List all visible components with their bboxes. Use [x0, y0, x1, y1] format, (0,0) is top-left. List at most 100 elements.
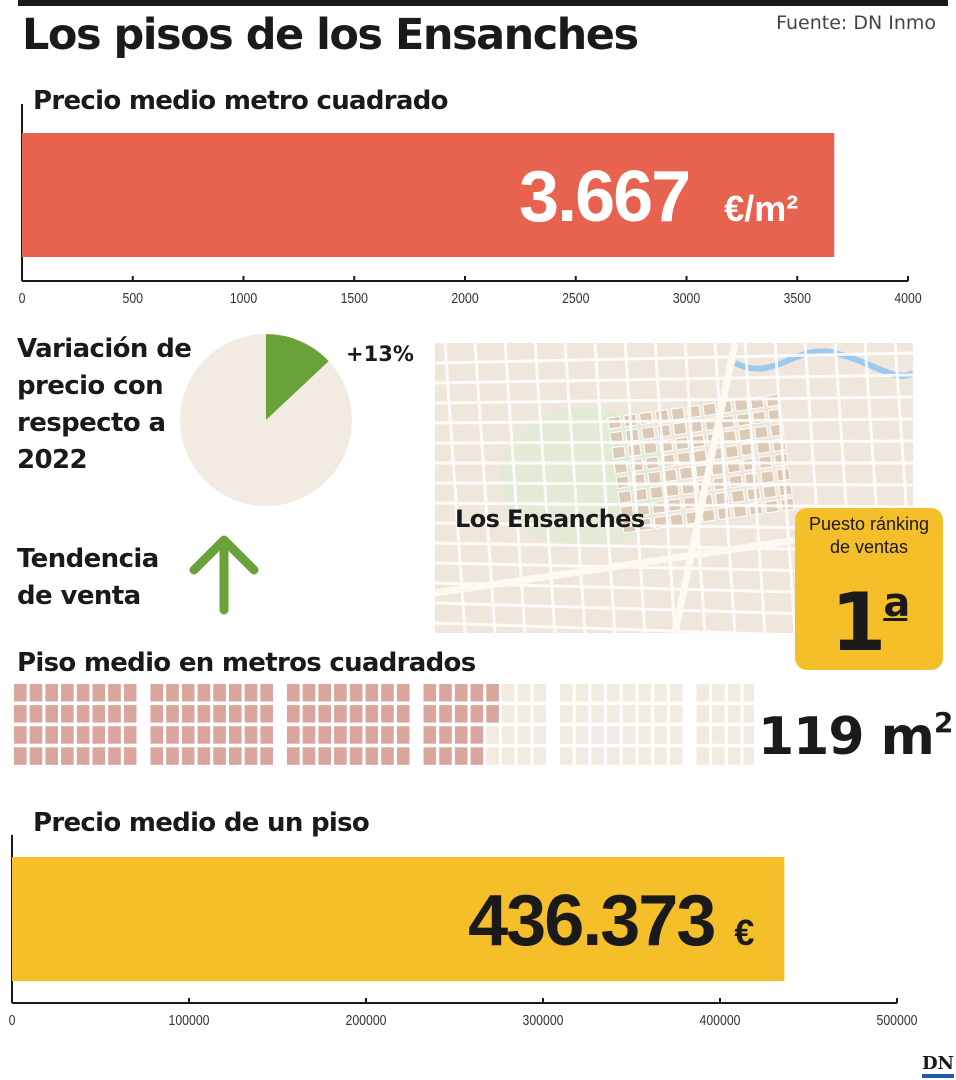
waffle-cell-filled [123, 747, 137, 765]
sqm-waffle [14, 684, 754, 765]
waffle-cell-filled [150, 726, 164, 744]
waffle-cell-empty [712, 747, 725, 765]
waffle-cell-filled [29, 747, 43, 765]
map-street [593, 343, 617, 633]
map-street [503, 343, 527, 633]
waffle-cell-filled [213, 726, 226, 744]
waffle-cell-filled [181, 726, 195, 744]
waffle-cell-empty [517, 705, 531, 723]
waffle-cell-empty [696, 684, 710, 702]
sqm-value: 119 m2 [758, 706, 953, 767]
waffle-cell-empty [638, 684, 652, 702]
waffle-cell-filled [229, 684, 242, 702]
waffle-cell-empty [743, 684, 754, 702]
map-block [647, 470, 662, 485]
waffle-cell-filled [92, 705, 106, 723]
tick-label: 4000 [894, 290, 922, 306]
waffle-cell-empty [622, 726, 636, 744]
variation-title-line: precio con [17, 371, 164, 401]
tick-label: 200000 [345, 1012, 386, 1028]
waffle-cell-filled [349, 684, 363, 702]
trend-title: Tendencia de venta [17, 541, 159, 615]
waffle-title: Piso medio en metros cuadrados [17, 648, 476, 678]
waffle-cell-filled [470, 705, 484, 723]
waffle-cell-filled [334, 726, 347, 744]
waffle-cell-empty [696, 726, 710, 744]
waffle-cell-filled [61, 684, 74, 702]
waffle-cell-filled [108, 705, 121, 723]
map-block [728, 474, 744, 489]
waffle-cell-filled [349, 747, 363, 765]
waffle-cell-filled [396, 747, 410, 765]
waffle-cell-filled [213, 747, 226, 765]
map-block [692, 449, 708, 463]
price-sqm-chart: 0 500 1000 1500 2000 2500 3000 3500 4000 3.667 €/m… [19, 104, 922, 306]
unit-label: €/m² [724, 188, 798, 229]
waffle-cell-filled [181, 747, 195, 765]
map: Los Ensanches [435, 343, 913, 633]
map-block [751, 410, 767, 425]
waffle-cell-filled [381, 705, 394, 723]
ranking-value: 1a [795, 559, 943, 667]
tick-label: 3000 [673, 290, 701, 306]
map-block [702, 402, 717, 417]
tick-label: 1500 [341, 290, 369, 306]
tick-label: 0 [19, 290, 26, 306]
map-block [672, 421, 688, 436]
waffle-cell-filled [14, 726, 27, 744]
waffle-cell-filled [302, 747, 316, 765]
waffle-cell-empty [533, 684, 546, 702]
waffle-cell-empty [591, 684, 604, 702]
map-block [670, 406, 686, 421]
waffle-cell-empty [607, 747, 620, 765]
waffle-cell-filled [396, 726, 410, 744]
waffle-cell-filled [334, 684, 347, 702]
waffle-cell-empty [533, 726, 546, 744]
waffle-cell-empty [502, 747, 515, 765]
map-block [627, 443, 642, 458]
waffle-cell-filled [244, 684, 258, 702]
waffle-cell-empty [502, 705, 515, 723]
map-block [617, 490, 633, 504]
waffle-cell-filled [349, 705, 363, 723]
tick-label: 0 [9, 1012, 16, 1028]
waffle-cell-filled [45, 747, 58, 765]
waffle-cell-empty [607, 726, 620, 744]
waffle-cell-filled [213, 684, 226, 702]
waffle-cell-filled [318, 726, 331, 744]
map-street [533, 343, 557, 633]
dn-logo: DN [921, 1054, 954, 1078]
map-block [651, 500, 666, 515]
value-label: 3.667 [519, 157, 689, 237]
map-street [683, 343, 707, 633]
map-street [743, 343, 767, 633]
ranking-number: 1 [830, 576, 887, 669]
waffle-cell-filled [166, 684, 179, 702]
waffle-cell-filled [334, 747, 347, 765]
page-title: Los pisos de los Ensanches [22, 10, 639, 60]
waffle-cell-empty [575, 747, 589, 765]
map-block [760, 470, 775, 484]
waffle-cell-empty [486, 726, 499, 744]
trend-title-line: de venta [17, 581, 141, 611]
waffle-cell-empty [533, 747, 546, 765]
waffle-cell-filled [439, 684, 452, 702]
waffle-cell-empty [727, 684, 741, 702]
source-note: Fuente: DN Inmo [776, 12, 936, 34]
waffle-cell-empty [669, 705, 683, 723]
waffle-cell-filled [76, 747, 90, 765]
waffle-cell-empty [517, 747, 531, 765]
map-avenue [671, 343, 739, 633]
price-sqm-title: Precio medio metro cuadrado [33, 86, 449, 116]
waffle-cell-filled [486, 684, 499, 702]
waffle-cell-filled [29, 684, 43, 702]
waffle-cell-filled [76, 684, 90, 702]
waffle-cell-empty [743, 726, 754, 744]
waffle-cell-filled [108, 684, 121, 702]
waffle-cell-filled [365, 705, 379, 723]
waffle-cell-filled [29, 726, 43, 744]
map-block [619, 504, 635, 519]
map-street [653, 343, 677, 633]
waffle-cell-filled [260, 747, 273, 765]
waffle-cell-filled [454, 705, 468, 723]
